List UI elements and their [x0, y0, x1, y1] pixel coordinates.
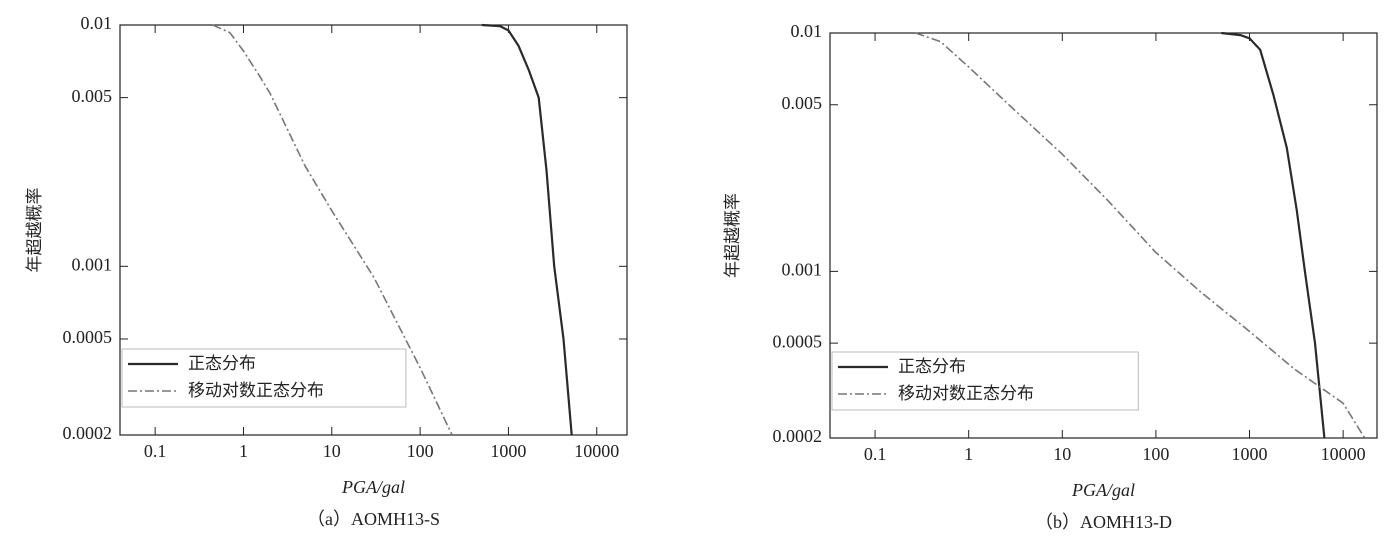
- legend-box: [831, 351, 1139, 411]
- series-line: [1221, 31, 1326, 439]
- plot-frame: [119, 24, 628, 436]
- x-tick-label: 0.1: [144, 441, 167, 461]
- y-tick-label: 0.001: [72, 254, 113, 274]
- x-axis-label: PGA/gal: [1071, 480, 1135, 500]
- y-tick-label: 0.0002: [63, 423, 113, 443]
- y-axis-label: 年超越概率: [723, 193, 743, 278]
- x-tick-label: 10000: [1321, 444, 1366, 464]
- x-tick-label: 0.1: [864, 444, 887, 464]
- x-tick-label: 10: [1053, 444, 1071, 464]
- series-line: [481, 23, 573, 436]
- series-line: [915, 32, 1366, 439]
- legend-box: [121, 348, 407, 408]
- y-tick-label: 0.0005: [773, 331, 823, 351]
- x-tick-label: 100: [407, 441, 434, 461]
- caption: （b）AOMH13-D: [1035, 512, 1172, 532]
- y-tick-label: 0.01: [81, 13, 113, 33]
- x-tick-label: 1: [239, 441, 248, 461]
- y-tick-label: 0.0005: [63, 327, 113, 347]
- caption: （a）AOMH13-S: [307, 509, 440, 529]
- y-tick-label: 0.0002: [773, 426, 823, 446]
- x-tick-label: 10000: [574, 441, 619, 461]
- x-tick-label: 10: [323, 441, 341, 461]
- legend-label: 正态分布: [188, 354, 256, 374]
- x-tick-label: 1000: [490, 441, 526, 461]
- x-axis-label: PGA/gal: [341, 477, 405, 497]
- legend-label: 移动对数正态分布: [188, 381, 324, 401]
- x-tick-label: 100: [1142, 444, 1169, 464]
- y-tick-label: 0.005: [782, 93, 823, 113]
- y-tick-label: 0.01: [791, 21, 823, 41]
- x-tick-label: 1: [964, 444, 973, 464]
- legend-label: 移动对数正态分布: [898, 384, 1034, 404]
- y-tick-label: 0.001: [782, 260, 823, 280]
- x-tick-label: 1000: [1232, 444, 1268, 464]
- y-tick-label: 0.005: [72, 86, 113, 106]
- series-line: [212, 24, 453, 436]
- y-axis-label: 年超越概率: [25, 188, 45, 273]
- plot-frame: [829, 32, 1378, 439]
- legend-label: 正态分布: [898, 357, 966, 377]
